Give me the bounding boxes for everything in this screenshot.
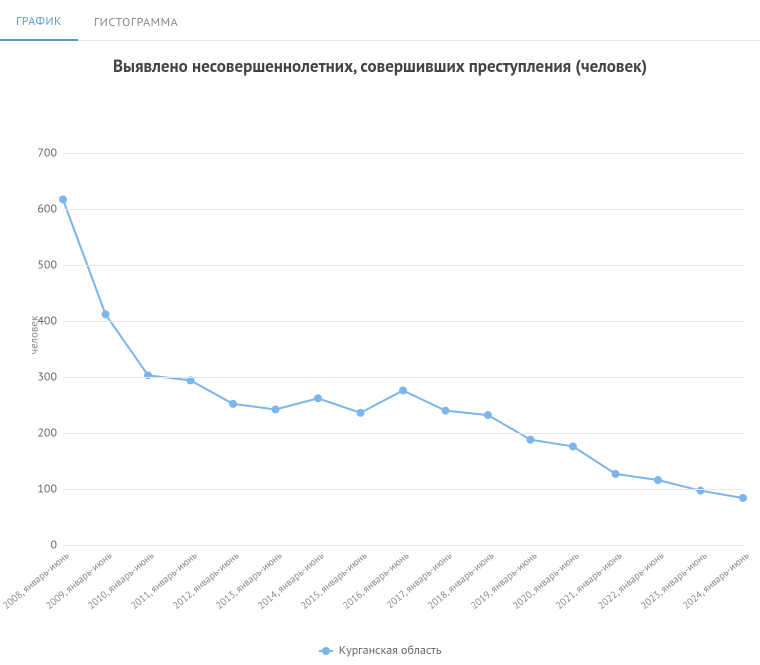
data-point[interactable] <box>144 371 152 379</box>
data-point[interactable] <box>484 411 492 419</box>
y-tick-label: 700 <box>37 146 57 161</box>
data-point[interactable] <box>442 407 450 415</box>
data-point[interactable] <box>739 494 747 502</box>
tab-bar: ГРАФИК ГИСТОГРАММА <box>0 0 760 41</box>
y-tick-label: 300 <box>37 370 57 385</box>
gridline <box>63 209 743 210</box>
legend-item[interactable]: Курганская область <box>319 643 442 658</box>
series-line <box>63 199 743 497</box>
data-point[interactable] <box>612 470 620 478</box>
gridline <box>63 433 743 434</box>
line-series-svg <box>63 125 743 545</box>
chart-container: Выявлено несовершеннолетних, совершивших… <box>0 55 760 665</box>
data-point[interactable] <box>314 394 322 402</box>
data-point[interactable] <box>697 487 705 495</box>
data-point[interactable] <box>59 195 67 203</box>
legend: Курганская область <box>0 643 760 658</box>
y-tick-label: 0 <box>50 538 57 553</box>
gridline <box>63 545 743 546</box>
tab-histogram[interactable]: ГИСТОГРАММА <box>78 5 194 40</box>
gridline <box>63 153 743 154</box>
y-tick-label: 400 <box>37 314 57 329</box>
gridline <box>63 377 743 378</box>
y-tick-label: 600 <box>37 202 57 217</box>
data-point[interactable] <box>102 310 110 318</box>
data-point[interactable] <box>569 442 577 450</box>
chart-title: Выявлено несовершеннолетних, совершивших… <box>0 55 760 77</box>
data-point[interactable] <box>357 409 365 417</box>
data-point[interactable] <box>399 386 407 394</box>
data-point[interactable] <box>229 400 237 408</box>
legend-label: Курганская область <box>336 643 442 658</box>
gridline <box>63 489 743 490</box>
plot-area: человек 01002003004005006007002008, янва… <box>62 125 743 545</box>
data-point[interactable] <box>527 436 535 444</box>
y-tick-label: 100 <box>37 482 57 497</box>
gridline <box>63 265 743 266</box>
y-tick-label: 500 <box>37 258 57 273</box>
data-point[interactable] <box>654 476 662 484</box>
y-tick-label: 200 <box>37 426 57 441</box>
data-point[interactable] <box>272 405 280 413</box>
tab-chart[interactable]: ГРАФИК <box>0 4 78 41</box>
legend-marker-icon <box>322 647 330 655</box>
gridline <box>63 321 743 322</box>
